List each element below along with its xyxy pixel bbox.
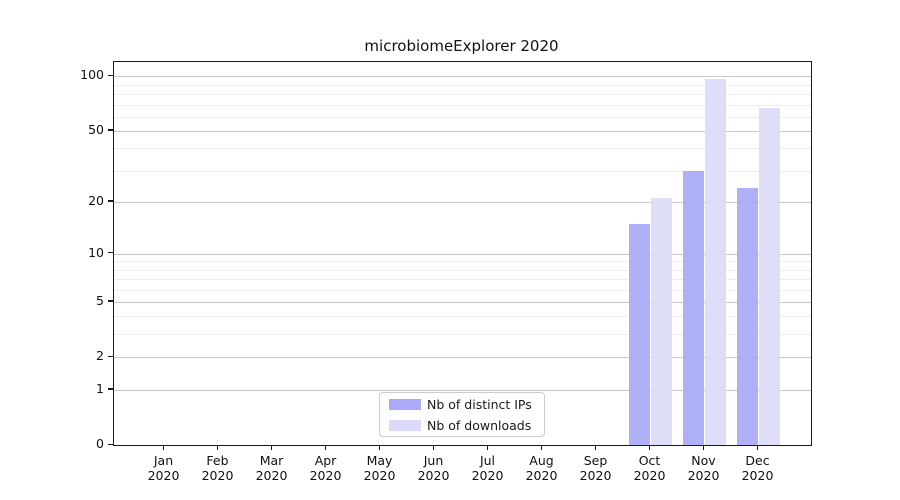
x-tick-label-jul-2020: Jul 2020: [471, 453, 504, 483]
legend-swatch-distinct-ips: [389, 398, 421, 410]
minor-gridline-3: [114, 334, 811, 336]
y-tick-label-0: 0: [96, 436, 104, 451]
y-tick-mark-2: [108, 355, 113, 358]
legend-swatch-downloads: [389, 419, 421, 431]
x-tick-mark-mar-2020: [271, 445, 273, 451]
y-tick-label-100: 100: [80, 67, 104, 83]
x-tick-mark-oct-2020: [649, 445, 651, 451]
x-tick-mark-apr-2020: [325, 445, 327, 451]
x-tick-mark-jan-2020: [163, 445, 165, 451]
minor-gridline-40: [114, 148, 811, 150]
y-tick-label-20: 20: [88, 192, 104, 208]
x-tick-mark-dec-2020: [757, 445, 759, 451]
x-tick-mark-may-2020: [379, 445, 381, 451]
minor-gridline-9: [114, 261, 811, 263]
minor-gridline-90: [114, 84, 811, 86]
x-tick-mark-jun-2020: [433, 445, 435, 451]
y-tick-mark-5: [108, 300, 113, 302]
y-tick-mark-20: [108, 200, 113, 202]
major-gridline-1: [114, 389, 811, 391]
y-tick-mark-50: [108, 129, 113, 131]
x-tick-label-feb-2020: Feb 2020: [201, 453, 234, 483]
legend-label-downloads: Nb of downloads: [427, 417, 532, 433]
x-tick-label-jan-2020: Jan 2020: [147, 453, 180, 483]
x-tick-mark-aug-2020: [541, 445, 543, 451]
x-tick-label-dec-2020: Dec 2020: [741, 453, 774, 483]
major-gridline-10: [114, 253, 811, 255]
bar-nb-of-distinct-ips-oct-2020: [628, 223, 650, 445]
x-tick-label-apr-2020: Apr 2020: [309, 453, 342, 483]
minor-gridline-70: [114, 104, 811, 106]
x-tick-mark-nov-2020: [703, 445, 705, 451]
legend-label-distinct-ips: Nb of distinct IPs: [427, 396, 532, 412]
legend-item-downloads: Nb of downloads: [380, 416, 544, 434]
y-tick-label-10: 10: [88, 244, 104, 260]
y-tick-mark-1: [108, 388, 113, 390]
x-tick-label-jun-2020: Jun 2020: [417, 453, 450, 483]
y-tick-label-5: 5: [96, 292, 104, 308]
chart-title: microbiomeExplorer 2020: [364, 37, 559, 55]
major-gridline-100: [114, 76, 811, 78]
x-tick-label-sep-2020: Sep 2020: [579, 453, 612, 483]
minor-gridline-80: [114, 94, 811, 96]
bar-nb-of-downloads-dec-2020: [759, 108, 781, 445]
y-tick-label-2: 2: [96, 348, 104, 364]
x-tick-label-may-2020: May 2020: [363, 453, 396, 483]
major-gridline-50: [114, 130, 811, 132]
major-gridline-5: [114, 301, 811, 303]
y-tick-mark-10: [108, 252, 113, 254]
y-tick-mark-0: [108, 443, 113, 445]
major-gridline-2: [114, 357, 811, 359]
minor-gridline-60: [114, 116, 811, 118]
y-tick-label-1: 1: [96, 380, 104, 396]
bar-nb-of-distinct-ips-nov-2020: [682, 170, 704, 445]
bar-nb-of-distinct-ips-dec-2020: [736, 187, 758, 445]
minor-gridline-4: [114, 316, 811, 318]
x-tick-label-nov-2020: Nov 2020: [687, 453, 720, 483]
bar-nb-of-downloads-oct-2020: [651, 198, 673, 445]
y-tick-label-50: 50: [88, 121, 104, 137]
minor-gridline-8: [114, 269, 811, 271]
x-tick-mark-sep-2020: [595, 445, 597, 451]
minor-gridline-30: [114, 170, 811, 172]
x-tick-mark-feb-2020: [217, 445, 219, 451]
major-gridline-20: [114, 201, 811, 203]
x-tick-mark-jul-2020: [487, 445, 489, 451]
x-tick-label-mar-2020: Mar 2020: [255, 453, 288, 483]
x-tick-label-oct-2020: Oct 2020: [633, 453, 666, 483]
bar-nb-of-downloads-nov-2020: [705, 78, 727, 445]
y-tick-mark-100: [108, 74, 113, 77]
legend: Nb of distinct IPs Nb of downloads: [379, 392, 545, 437]
minor-gridline-6: [114, 289, 811, 291]
x-tick-label-aug-2020: Aug 2020: [525, 453, 558, 483]
minor-gridline-7: [114, 278, 811, 280]
legend-item-distinct-ips: Nb of distinct IPs: [380, 395, 544, 413]
plot-area: [113, 61, 812, 446]
